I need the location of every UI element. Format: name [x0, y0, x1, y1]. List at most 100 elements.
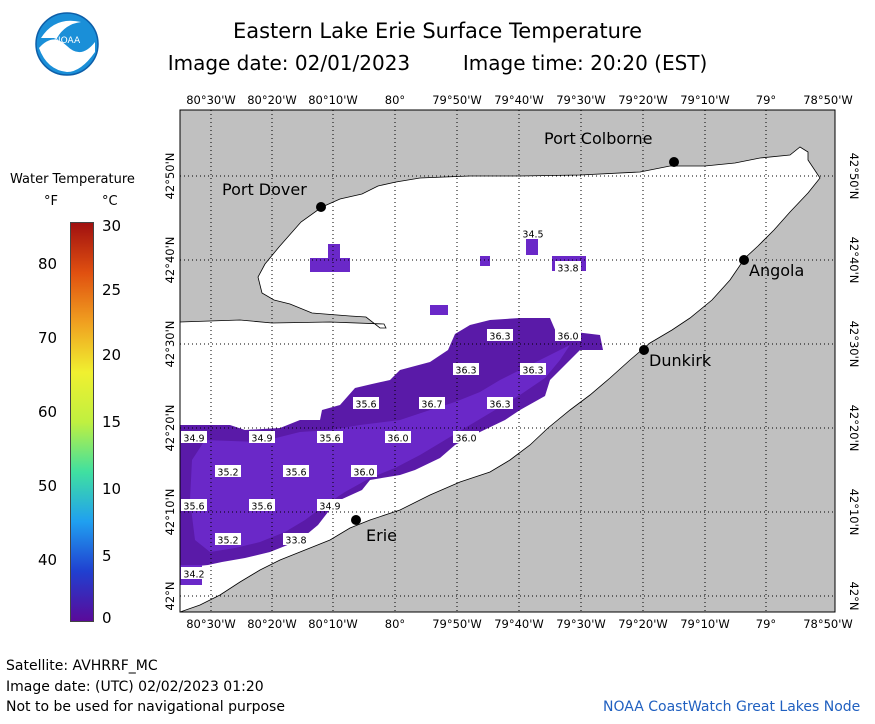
longitude-label-top: 79°30'W [556, 93, 606, 107]
map-title: Eastern Lake Erie Surface Temperature [232, 19, 643, 43]
temperature-label: 35.6 [183, 502, 204, 513]
temperature-label-box [353, 397, 379, 409]
temperature-label: 33.8 [285, 536, 306, 547]
longitude-label-bottom: 78°50'W [803, 617, 853, 631]
temperature-label-box [520, 227, 546, 239]
city-label-angola: Angola [749, 261, 804, 280]
legend-celsius-tick: 20 [102, 346, 122, 364]
longitude-label-top: 79° [756, 93, 776, 107]
city-label-port-colborne: Port Colborne [544, 129, 652, 148]
temperature-label: 36.7 [421, 400, 442, 411]
longitude-label-top: 79°10'W [680, 93, 730, 107]
utc-date: Image date: (UTC) 02/02/2023 01:20 [6, 679, 264, 695]
temperature-label-box [487, 397, 513, 409]
temperature-label: 35.2 [217, 468, 238, 479]
latitude-label-left: 42°30'N [163, 321, 177, 368]
temperature-label-box [385, 431, 411, 443]
temperature-label-box [215, 533, 241, 545]
longitude-label-bottom: 79°40'W [494, 617, 544, 631]
city-label-erie: Erie [366, 526, 397, 545]
latitude-label-right: 42°50'N [847, 153, 861, 200]
temperature-label: 34.9 [251, 434, 272, 445]
temperature-label: 35.6 [251, 502, 272, 513]
latitude-label-left: 42°40'N [163, 237, 177, 284]
temperature-label: 36.3 [455, 366, 476, 377]
latitude-label-left: 42°10'N [163, 489, 177, 536]
longitude-label-bottom: 79°10'W [680, 617, 730, 631]
longitude-label-bottom: 80° [385, 617, 405, 631]
temperature-label-box [181, 431, 207, 443]
temperature-label-box [555, 329, 581, 341]
city-marker-erie [351, 515, 361, 525]
legend-celsius-tick: 25 [102, 281, 122, 299]
legend-celsius-tick: 10 [102, 480, 122, 498]
temperature-label: 36.0 [557, 332, 578, 343]
longitude-labels-top: 80°30'W 80°20'W 80°10'W 80° 79°50'W 79°40'W 79… [186, 93, 853, 107]
city-marker-port-dover [316, 202, 326, 212]
temperature-label-box [283, 465, 309, 477]
latitude-labels-left: 42°50'N 42°40'N 42°30'N 42°20'N 42°10'N 42°N [163, 153, 177, 611]
credit-line: NOAA CoastWatch Great Lakes Node [603, 699, 861, 715]
temperature-label: 35.2 [217, 536, 238, 547]
legend-fahrenheit-tick: 80 [38, 255, 58, 273]
city-marker-angola [739, 255, 749, 265]
map-frame [179, 109, 836, 613]
longitude-labels-bottom: 80°30'W 80°20'W 80°10'W 80° 79°50'W 79°40'W 79… [186, 617, 853, 631]
satellite-info: Satellite: AVHRRF_MC [6, 658, 158, 674]
longitude-label-bottom: 79° [756, 617, 776, 631]
temperature-label-box [215, 465, 241, 477]
temperature-label-box [249, 431, 275, 443]
temperature-label: 34.9 [319, 502, 340, 513]
temperature-label-box [317, 499, 343, 511]
legend-fahrenheit-tick: 70 [38, 329, 58, 347]
image-time: Image time: 20:20 (EST) [462, 51, 708, 75]
latitude-label-right: 42°20'N [847, 405, 861, 452]
temperature-label: 34.2 [183, 570, 204, 581]
temperature-label: 36.0 [455, 434, 476, 445]
temperature-label-box [520, 363, 546, 375]
temperature-label: 35.6 [355, 400, 376, 411]
temperature-label: 36.3 [522, 366, 543, 377]
image-date: Image date: 02/01/2023 [167, 51, 411, 75]
longitude-label-top: 80°30'W [186, 93, 236, 107]
temperature-labels: 34.5 33.8 36.3 36.0 36.3 36.3 35.6 36.7 36.3 34.9… [181, 227, 581, 581]
legend-title: Water Temperature [10, 172, 135, 187]
latitude-label-right: 42°40'N [847, 237, 861, 284]
temperature-label: 36.0 [387, 434, 408, 445]
city-marker-port-colborne [669, 157, 679, 167]
temperature-label: 35.6 [285, 468, 306, 479]
noaa-logo-icon: NOAA [35, 12, 99, 76]
longitude-label-top: 79°20'W [618, 93, 668, 107]
temperature-label: 34.5 [522, 230, 543, 241]
image-datetime: Image date: 02/01/2023 Image time: 20:20… [0, 51, 875, 75]
legend-fahrenheit-tick: 40 [38, 551, 58, 569]
temperature-label: 36.3 [489, 400, 510, 411]
temperature-label-box [181, 567, 207, 579]
latitude-label-right: 42°N [847, 582, 861, 611]
longitude-label-bottom: 80°30'W [186, 617, 236, 631]
temperature-label-box [249, 499, 275, 511]
longitude-label-bottom: 80°10'W [308, 617, 358, 631]
temperature-label-box [419, 397, 445, 409]
latitude-label-left: 42°20'N [163, 405, 177, 452]
longitude-label-top: 80°20'W [247, 93, 297, 107]
logo-text: NOAA [54, 36, 81, 46]
temperature-label-box [487, 329, 513, 341]
longitude-label-top: 78°50'W [803, 93, 853, 107]
temperature-label: 34.9 [183, 434, 204, 445]
legend-celsius-tick: 5 [102, 547, 112, 565]
latitude-label-left: 42°50'N [163, 153, 177, 200]
temperature-label-box [453, 431, 479, 443]
longitude-label-bottom: 79°50'W [432, 617, 482, 631]
longitude-label-bottom: 79°20'W [618, 617, 668, 631]
city-label-dunkirk: Dunkirk [649, 351, 712, 370]
temperature-label-box [283, 533, 309, 545]
temperature-label: 36.0 [353, 468, 374, 479]
city-marker-dunkirk [639, 345, 649, 355]
legend-celsius-tick: 15 [102, 413, 122, 431]
temperature-label-box [317, 431, 343, 443]
temperature-label-box [453, 363, 479, 375]
longitude-label-top: 80° [385, 93, 405, 107]
disclaimer: Not to be used for navigational purpose [6, 699, 285, 715]
